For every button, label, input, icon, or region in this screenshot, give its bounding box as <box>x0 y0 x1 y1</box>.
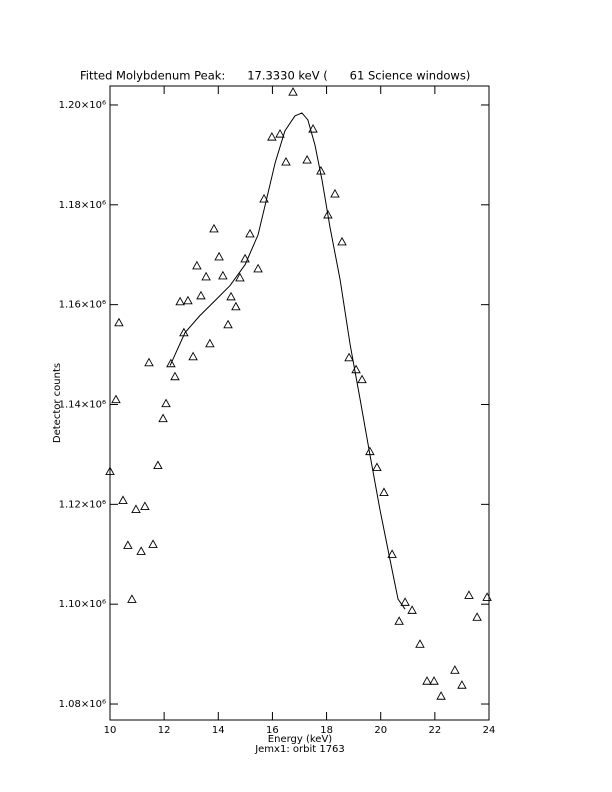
data-point <box>127 594 137 603</box>
data-point <box>253 263 263 273</box>
chart-title: Fitted Molybdenum Peak: 17.3330 keV ( 61… <box>80 69 470 83</box>
data-point <box>422 676 432 685</box>
y-tick-label: 1.12×10⁶ <box>59 499 106 510</box>
y-tick-label: 1.16×10⁶ <box>59 300 106 311</box>
y-tick-label: 1.14×10⁶ <box>59 399 106 410</box>
data-point <box>235 272 245 282</box>
y-tick-label: 1.10×10⁶ <box>59 599 106 610</box>
data-point <box>330 188 340 198</box>
data-point <box>267 131 277 141</box>
data-point <box>114 317 124 327</box>
data-point <box>105 466 115 476</box>
data-point <box>400 597 410 606</box>
data-point <box>196 290 206 300</box>
data-point <box>188 351 198 361</box>
data-point <box>464 590 474 599</box>
data-point <box>429 676 439 685</box>
data-point <box>226 291 236 301</box>
data-point <box>259 193 269 203</box>
y-tick-label: 1.08×10⁶ <box>59 699 106 710</box>
data-point <box>288 87 298 96</box>
data-point <box>131 504 141 513</box>
data-point <box>308 124 318 133</box>
x-tick-label: 16 <box>266 725 279 736</box>
data-point <box>394 616 404 625</box>
data-point <box>436 691 446 700</box>
x-tick-label: 12 <box>158 725 171 736</box>
data-point <box>245 228 255 238</box>
fit-line <box>169 112 406 610</box>
data-point <box>323 209 333 219</box>
data-point <box>240 253 250 263</box>
data-point <box>144 357 154 367</box>
data-point <box>379 487 389 497</box>
data-point <box>201 271 211 281</box>
x-axis-label: Energy (keV) <box>268 734 333 745</box>
x-tick-label: 24 <box>483 725 496 736</box>
data-point <box>472 612 482 621</box>
data-point <box>218 270 228 280</box>
data-point <box>161 398 171 408</box>
data-point <box>175 296 185 306</box>
data-point <box>158 413 168 423</box>
data-point <box>140 501 150 510</box>
data-point <box>275 128 285 138</box>
data-point <box>231 301 241 311</box>
data-point <box>450 665 460 674</box>
data-point <box>415 639 425 648</box>
x-tick-label: 14 <box>212 725 225 736</box>
data-point <box>136 546 146 555</box>
x-tick-label: 10 <box>104 725 117 736</box>
data-point <box>482 592 492 601</box>
data-point <box>209 223 219 233</box>
data-point <box>281 156 291 166</box>
plot-frame <box>109 85 490 721</box>
data-point <box>166 358 176 368</box>
data-point <box>344 352 354 362</box>
data-point <box>192 260 202 270</box>
data-point <box>153 460 163 470</box>
y-axis-label: Detector counts <box>52 363 63 443</box>
data-point <box>214 251 224 261</box>
y-tick-label: 1.20×10⁶ <box>59 100 106 111</box>
data-point <box>118 495 128 504</box>
data-point <box>302 154 312 164</box>
data-point <box>357 374 367 384</box>
data-point <box>337 236 347 246</box>
data-point <box>372 462 382 472</box>
data-point <box>223 319 233 329</box>
x-tick-label: 20 <box>374 725 387 736</box>
data-point <box>351 364 361 374</box>
y-tick-label: 1.18×10⁶ <box>59 200 106 211</box>
subtitle: Jemx1: orbit 1763 <box>254 744 345 755</box>
data-point <box>205 338 215 348</box>
data-point <box>407 605 417 614</box>
data-point <box>170 371 180 381</box>
x-tick-label: 18 <box>320 725 333 736</box>
x-tick-label: 22 <box>428 725 441 736</box>
data-point <box>387 549 397 558</box>
data-point <box>457 680 467 689</box>
data-point <box>183 295 193 305</box>
data-point <box>123 540 133 549</box>
data-point <box>148 539 158 548</box>
data-point <box>111 394 121 404</box>
